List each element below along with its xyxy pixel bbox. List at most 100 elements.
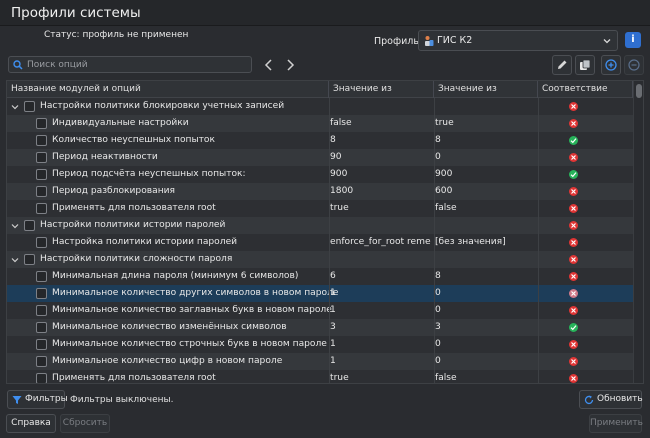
row-checkbox[interactable] [36,135,47,146]
column-divider [434,149,435,166]
row-profile-value: 8 [330,135,336,145]
reset-button[interactable]: Сбросить [60,414,110,433]
row-checkbox[interactable] [24,254,35,265]
column-header-profile-value[interactable]: Значение из профиля [329,81,434,111]
search-box [8,56,252,73]
column-divider [329,234,330,251]
column-divider [434,166,435,183]
column-divider [538,132,539,149]
row-profile-value: 1 [330,339,336,349]
row-checkbox[interactable] [36,271,47,282]
row-checkbox[interactable] [36,356,47,367]
row-checkbox[interactable] [36,152,47,163]
edit-button[interactable] [552,55,572,75]
column-divider [434,251,435,268]
table-row[interactable]: Количество неуспешных попыток 8 8 [7,132,633,149]
table-group-row[interactable]: Настройки политики истории паролей [7,217,633,234]
refresh-button[interactable]: Обновить [579,390,643,409]
row-option-name: Количество неуспешных попыток [52,135,215,145]
remove-button[interactable] [624,55,644,75]
row-checkbox[interactable] [36,237,47,248]
column-divider [538,183,539,200]
filter-icon [12,396,22,404]
row-option-name: Индивидуальные настройки [52,118,189,128]
table-row[interactable]: Минимальное количество заглавных букв в … [7,302,633,319]
copy-button[interactable] [575,55,595,75]
chevron-down-icon [603,39,611,44]
row-checkbox[interactable] [36,203,47,214]
filters-button-label: Фильтры [25,394,68,404]
row-checkbox[interactable] [36,169,47,180]
table-row[interactable]: Минимальное количество цифр в новом паро… [7,353,633,370]
chevron-right-icon[interactable] [283,57,297,73]
column-divider [329,285,330,302]
column-divider [538,302,539,319]
table-group-row[interactable]: Настройки политики сложности пароля [7,251,633,268]
column-header-compliance[interactable]: Соответствие [538,81,633,98]
tree-expand-chevron-icon[interactable] [11,103,19,111]
table-row[interactable]: Минимальная длина пароля (минимум 6 симв… [7,268,633,285]
row-profile-value: 1800 [330,186,354,196]
row-checkbox[interactable] [36,373,47,383]
profile-label: Профиль: [374,36,423,47]
status-mismatch-icon [569,187,578,196]
table-row[interactable]: Минимальное количество изменённых символ… [7,319,633,336]
pencil-icon [558,60,567,69]
column-header-system-value[interactable]: Значение из системы [434,81,538,111]
row-option-name: Минимальное количество изменённых символ… [52,322,287,332]
table-row[interactable]: Применять для пользователя root true false [7,200,633,217]
row-checkbox[interactable] [24,220,35,231]
status-mismatch-icon [569,374,578,383]
column-divider [329,98,330,115]
row-system-value: 8 [435,135,441,145]
filters-button[interactable]: Фильтры [7,390,68,409]
table-row[interactable]: Настройка политики истории паролей enforc… [7,234,633,251]
row-profile-value: 1 [330,356,336,366]
table-row[interactable]: Минимальное количество других символов в… [7,285,633,302]
search-input[interactable] [27,58,247,71]
row-checkbox[interactable] [36,305,47,316]
row-checkbox[interactable] [36,322,47,333]
row-option-name: Минимальное количество заглавных букв в … [52,305,332,315]
table-row[interactable]: Период разблокирования 1800 600 [7,183,633,200]
chevron-left-icon[interactable] [262,57,276,73]
help-button[interactable]: Справка [6,414,56,433]
row-system-value: 600 [435,186,453,196]
status-mismatch-icon [569,272,578,281]
apply-button[interactable]: Применить [589,414,643,433]
column-divider [434,336,435,353]
table-row[interactable]: Минимальное количество строчных букв в н… [7,336,633,353]
table-header: Название модулей и опций Значение из про… [7,81,633,111]
tree-expand-chevron-icon[interactable] [11,222,19,230]
profile-select[interactable]: ГИС К2 [418,30,618,51]
row-checkbox[interactable] [36,339,47,350]
row-checkbox[interactable] [36,186,47,197]
scrollbar-thumb[interactable] [636,84,642,98]
vertical-scrollbar[interactable] [633,81,643,383]
row-profile-value [330,98,431,115]
column-divider [434,217,435,234]
row-profile-value: 3 [330,322,336,332]
row-option-name: Минимальное количество цифр в новом паро… [52,356,283,366]
table-row[interactable]: Период неактивности 90 0 [7,149,633,166]
row-checkbox[interactable] [24,101,35,112]
table-row[interactable]: Индивидуальные настройки false true [7,115,633,132]
table-row[interactable]: Применять для пользователя root true false [7,370,633,383]
table-group-row[interactable]: Настройки политики блокировки учетных за… [7,98,633,115]
row-system-value: 0 [435,339,441,349]
row-system-value: [без значения] [435,237,506,247]
row-checkbox[interactable] [36,118,47,129]
row-system-value: 0 [435,356,441,366]
tree-expand-chevron-icon[interactable] [11,256,19,264]
column-divider [434,319,435,336]
status-mismatch-icon [569,289,578,298]
status-ok-icon [569,170,578,179]
add-button[interactable] [601,55,621,75]
info-button[interactable]: i [625,32,641,48]
table-row[interactable]: Период подсчёта неуспешных попыток: 900 90… [7,166,633,183]
row-profile-value: false [330,118,352,128]
minus-circle-icon [628,59,640,71]
row-checkbox[interactable] [36,288,47,299]
row-profile-value: 1 [330,305,336,315]
column-header-name[interactable]: Название модулей и опций [7,81,329,98]
